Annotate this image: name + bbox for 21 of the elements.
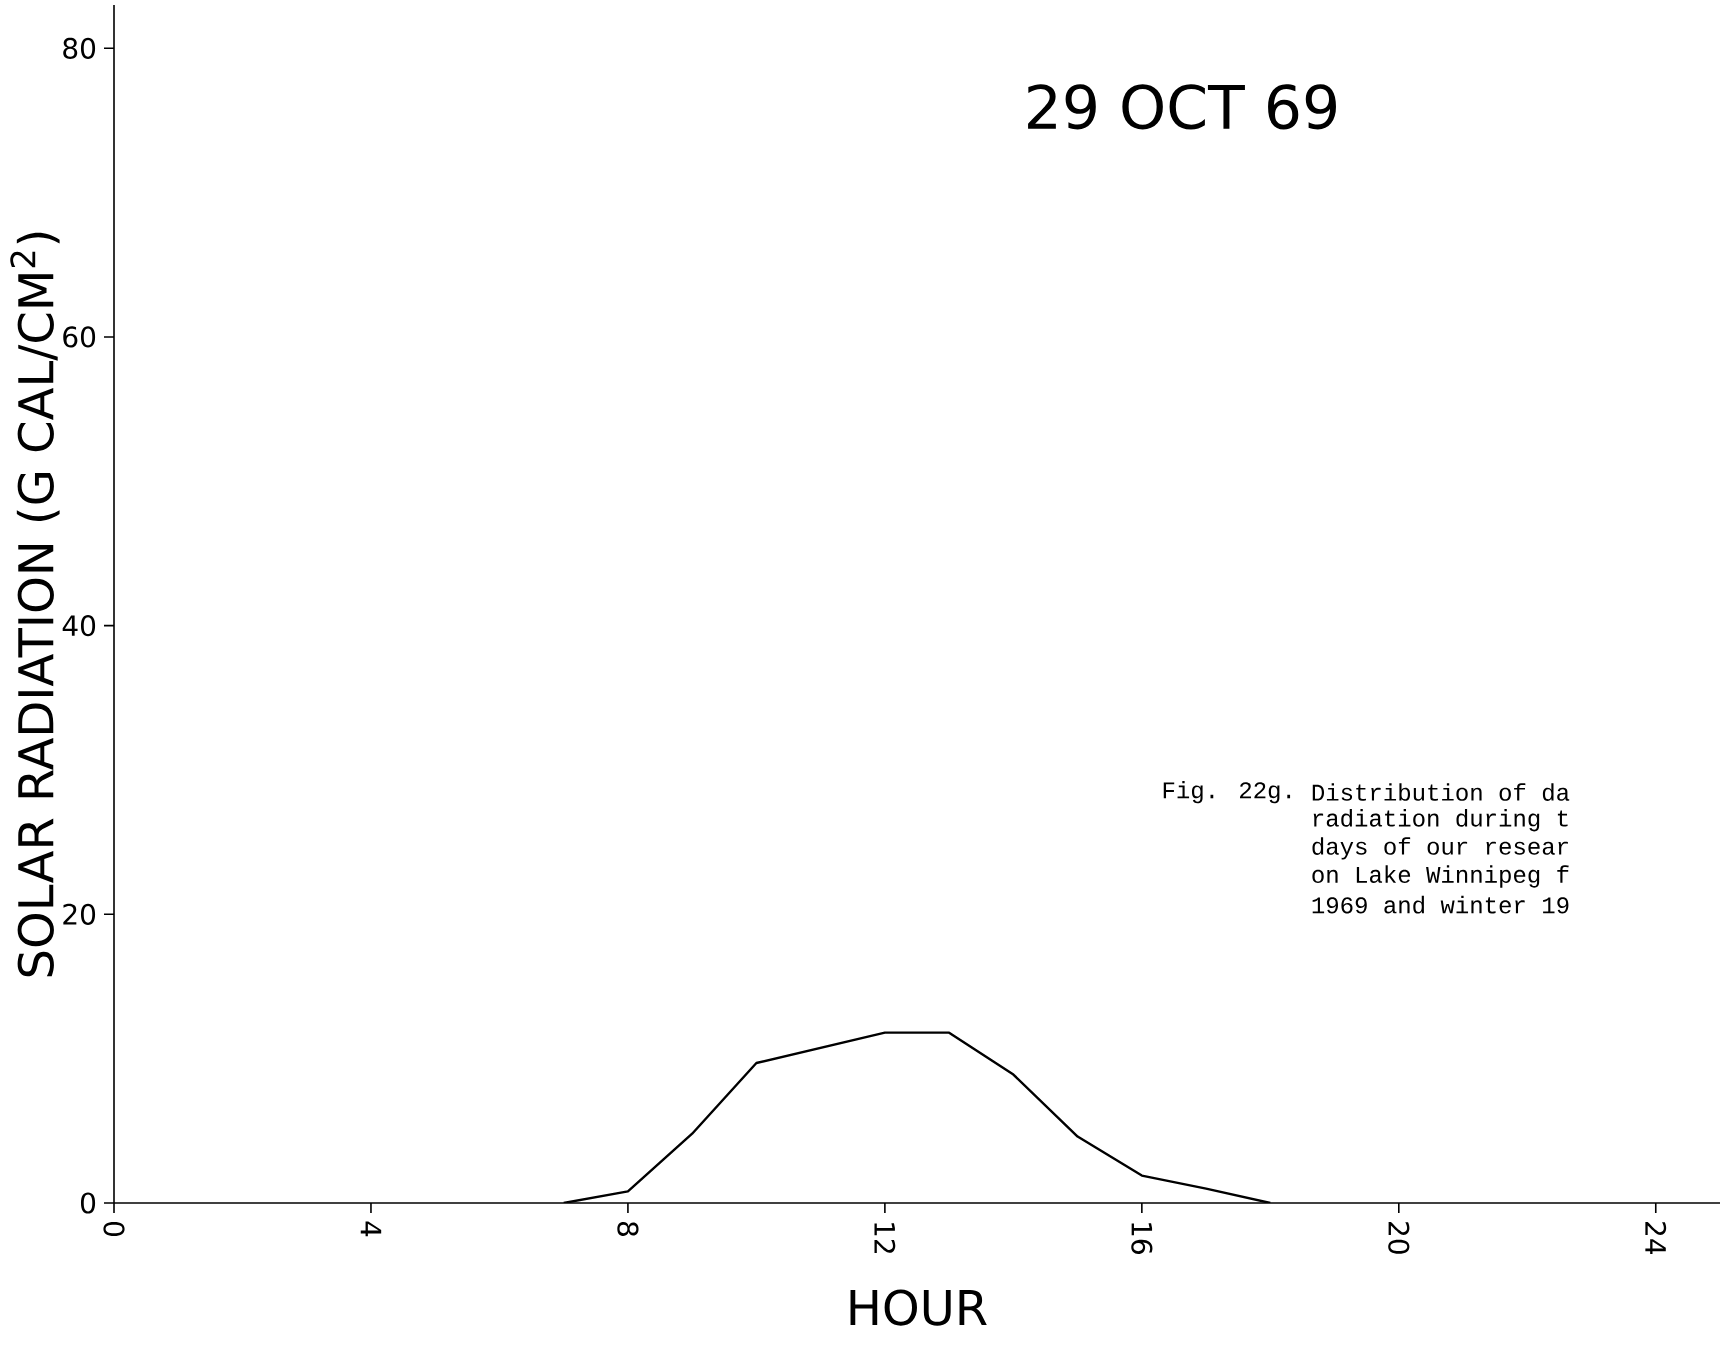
x-tick-label: 12 xyxy=(874,1223,896,1253)
x-tick-label: 20 xyxy=(1388,1222,1410,1254)
y-tick-label: 80 xyxy=(63,37,96,59)
annotation: 1969 and winter 19 xyxy=(1312,895,1569,914)
annotation: Fig. 22g. xyxy=(1163,780,1291,804)
y-tick-label: 0 xyxy=(80,1192,96,1214)
y-tick-label: 60 xyxy=(63,326,96,348)
x-axis-title: HOUR xyxy=(850,1289,987,1326)
text: 29 OCT 69 xyxy=(1028,84,1336,130)
annotation: Distribution of da xyxy=(1312,783,1570,801)
y-axis-title: SOLAR RADIATION (G CAL/CM$^{2}$) xyxy=(10,232,60,977)
annotation: on Lake Winnipeg f xyxy=(1312,865,1569,888)
x-tick-label: 0 xyxy=(103,1221,125,1237)
annotation: days of our resear xyxy=(1312,837,1568,860)
x-tick-label: 24 xyxy=(1645,1222,1667,1255)
y-tick-label: 40 xyxy=(62,615,96,637)
annotation: radiation during t xyxy=(1313,809,1568,832)
x-tick-label: 8 xyxy=(617,1221,639,1236)
x-tick-label: 16 xyxy=(1131,1223,1153,1254)
y-tick-label: 20 xyxy=(63,903,96,925)
x-tick-label: 4 xyxy=(360,1221,382,1237)
